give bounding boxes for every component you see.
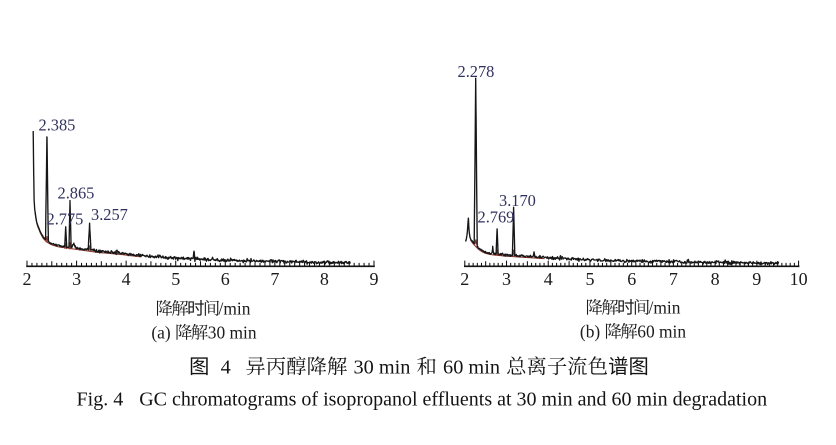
svg-text:2.385: 2.385 [39,116,76,135]
svg-text:2: 2 [23,269,32,289]
svg-text:3: 3 [502,269,511,289]
svg-text:4: 4 [122,269,131,289]
svg-text:3.170: 3.170 [499,191,536,210]
svg-text:min: min [468,357,500,379]
svg-text:min: min [230,323,257,343]
svg-text:9: 9 [752,269,761,289]
svg-text:Fig. 4: Fig. 4 [77,389,124,411]
svg-text:2: 2 [460,269,469,289]
svg-text:10: 10 [790,269,808,289]
svg-text:30: 30 [208,323,226,343]
svg-text:8: 8 [320,269,329,289]
svg-text:2.769: 2.769 [478,208,515,227]
svg-text:4: 4 [221,357,231,379]
svg-text:30: 30 [354,357,374,379]
svg-text:2.278: 2.278 [458,62,495,81]
svg-text:6: 6 [221,269,230,289]
svg-text:9: 9 [370,269,379,289]
svg-text:GC chromatograms of isopropano: GC chromatograms of isopropanol effluent… [139,389,767,411]
svg-text:3.257: 3.257 [91,205,128,224]
svg-text:2.865: 2.865 [58,184,95,203]
svg-text:7: 7 [270,269,279,289]
svg-text:6: 6 [627,269,636,289]
svg-text:7: 7 [669,269,678,289]
svg-text:60: 60 [637,322,655,342]
svg-text:(a): (a) [151,323,171,343]
svg-text:60: 60 [443,357,463,379]
svg-text:(b): (b) [580,322,600,342]
svg-text:2.775: 2.775 [47,209,84,228]
svg-text:/min: /min [219,299,251,319]
svg-text:5: 5 [171,269,180,289]
svg-text:4: 4 [544,269,553,289]
svg-text:min: min [379,357,411,379]
svg-text:8: 8 [711,269,720,289]
svg-text:/min: /min [649,298,681,318]
svg-text:5: 5 [586,269,595,289]
svg-text:min: min [659,322,686,342]
svg-text:3: 3 [72,269,81,289]
